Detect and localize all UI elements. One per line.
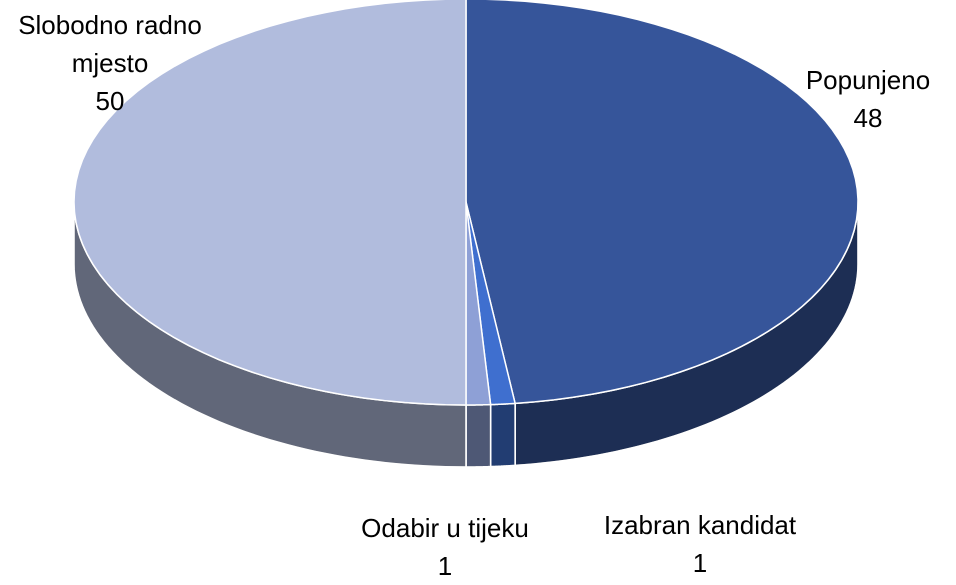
value-label: 48 (853, 103, 883, 133)
value-label: 50 (95, 86, 125, 116)
slice (465, 201, 516, 406)
value-label: 1 (692, 548, 708, 578)
data-label: Popunjeno 48 (788, 61, 948, 137)
category-label: Popunjeno (805, 65, 931, 95)
category-label: Izabran kandidat (603, 510, 797, 540)
slice (73, 0, 467, 406)
category-label: Odabir u tijeku (361, 513, 529, 543)
slice (465, 0, 859, 405)
data-label: Odabir u tijeku 1 (325, 509, 565, 585)
data-label: Slobodno radno mjesto 50 (5, 6, 215, 120)
slice (465, 201, 492, 406)
page: Popunjeno 48 Izabran kandidat 1 Odabir u… (5, 0, 948, 581)
data-label: Izabran kandidat 1 (570, 506, 830, 582)
category-label: Slobodno radno mjesto (18, 10, 202, 78)
side-shade (489, 402, 516, 468)
side-shade (465, 403, 492, 468)
value-label: 1 (437, 551, 453, 581)
chart (73, 0, 859, 468)
